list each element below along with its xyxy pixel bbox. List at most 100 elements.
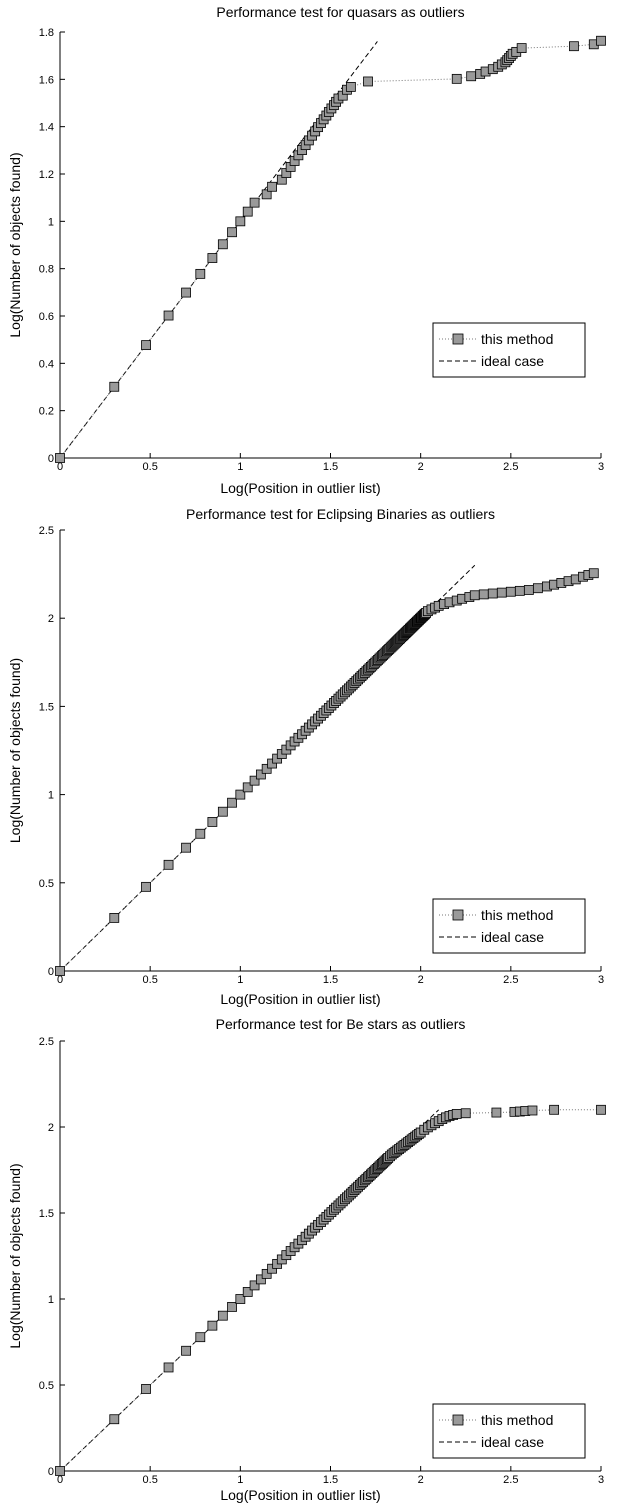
x-axis-label: Log(Position in outlier list) xyxy=(220,1487,380,1503)
data-point xyxy=(207,253,218,263)
data-point xyxy=(527,1105,538,1116)
data-point xyxy=(163,1362,174,1373)
x-tick-label: 1 xyxy=(237,1474,243,1486)
data-point xyxy=(516,43,527,53)
y-tick-label: 1.5 xyxy=(39,1208,54,1220)
x-tick-label: 0 xyxy=(57,974,63,986)
data-point xyxy=(491,1107,502,1118)
y-tick-label: 2.5 xyxy=(39,1036,54,1048)
x-tick-label: 2 xyxy=(418,1474,424,1486)
data-point xyxy=(109,913,120,923)
y-tick-label: 0 xyxy=(48,966,54,978)
data-point xyxy=(514,585,525,596)
legend-box xyxy=(432,1403,586,1459)
x-tick-label: 2.5 xyxy=(503,461,518,473)
legend-method-marker xyxy=(452,333,464,345)
y-axis-label: Log(Number of objects found) xyxy=(7,152,23,337)
x-tick-label: 3 xyxy=(598,1474,604,1486)
data-point xyxy=(249,197,260,208)
data-point xyxy=(549,1104,560,1115)
y-tick-label: 1 xyxy=(48,216,54,228)
y-tick-label: 0.5 xyxy=(39,878,54,890)
data-point xyxy=(55,966,65,976)
x-tick-label: 3 xyxy=(598,974,604,986)
data-point xyxy=(255,769,266,780)
y-tick-label: 2.5 xyxy=(39,525,54,537)
legend-label-this-method: this method xyxy=(481,907,553,923)
y-tick-label: 0 xyxy=(48,453,54,465)
data-point xyxy=(227,1302,237,1312)
data-point xyxy=(207,1320,218,1331)
data-point xyxy=(523,585,534,595)
chart-title: Performance test for quasars as outliers xyxy=(216,4,464,20)
legend-label-this-method: this method xyxy=(481,1412,553,1428)
data-point xyxy=(207,817,218,827)
data-point xyxy=(163,310,174,321)
data-point xyxy=(569,41,579,52)
y-tick-label: 1 xyxy=(48,1294,54,1306)
data-point xyxy=(217,1310,228,1321)
data-point xyxy=(363,76,373,87)
x-tick-label: 0.5 xyxy=(143,461,158,473)
data-point xyxy=(141,881,151,892)
x-tick-label: 0.5 xyxy=(143,1474,158,1486)
y-tick-label: 2 xyxy=(48,613,54,625)
data-point xyxy=(261,1268,272,1279)
x-tick-label: 0.5 xyxy=(143,974,158,986)
x-tick-label: 2 xyxy=(418,461,424,473)
x-tick-label: 1.5 xyxy=(323,1474,338,1486)
chart-be-stars: 0 0.5 1 1.5 2 2.5 3 0 0.5 1 1.5 2 2.5 Performance tes… xyxy=(7,1016,606,1503)
data-point xyxy=(163,859,174,870)
data-point xyxy=(195,828,206,839)
y-tick-label: 0 xyxy=(48,1466,54,1478)
data-point xyxy=(195,1332,206,1343)
y-axis-label: Log(Number of objects found) xyxy=(7,658,23,843)
data-point xyxy=(505,586,516,597)
data-point xyxy=(261,763,272,774)
data-point xyxy=(235,216,246,227)
data-point xyxy=(249,1280,260,1291)
data-point xyxy=(242,782,253,793)
x-tick-label: 1 xyxy=(237,461,243,473)
y-tick-label: 1.6 xyxy=(39,74,54,86)
data-point xyxy=(255,1274,266,1285)
y-tick-label: 0.5 xyxy=(39,1380,54,1392)
legend-label-this-method: this method xyxy=(481,331,553,347)
chart-quasars: 0 0.5 1 1.5 2 2.5 3 0 0.2 0.4 0.6 0.8 1 1.2 1.4 1.6 1.8 P… xyxy=(7,4,606,496)
data-point xyxy=(261,189,272,200)
data-point xyxy=(242,1287,253,1297)
data-point xyxy=(181,287,191,298)
data-point xyxy=(55,453,65,463)
y-tick-label: 1.4 xyxy=(39,122,54,134)
x-tick-label: 2 xyxy=(418,974,424,986)
data-point xyxy=(227,227,237,238)
y-tick-label: 0.6 xyxy=(39,311,54,323)
chart-title: Performance test for Eclipsing Binaries … xyxy=(186,506,495,522)
y-axis-label: Log(Number of objects found) xyxy=(7,1163,23,1348)
data-point xyxy=(596,35,606,46)
chart-eclipsing-binaries: 0 0.5 1 1.5 2 2.5 3 0 0.5 1 1.5 2 2.5 Performance tes… xyxy=(7,506,604,1007)
data-point xyxy=(469,590,480,601)
x-axis-label: Log(Position in outlier list) xyxy=(220,991,380,1007)
data-point xyxy=(217,806,228,817)
data-point xyxy=(181,842,191,853)
y-tick-label: 1.2 xyxy=(39,169,54,181)
data-point xyxy=(109,1414,120,1425)
data-point xyxy=(217,239,228,250)
y-tick-label: 1.5 xyxy=(39,701,54,713)
y-tick-label: 1 xyxy=(48,790,54,802)
data-point xyxy=(478,589,489,600)
legend-label-ideal-case: ideal case xyxy=(481,1434,544,1450)
data-point xyxy=(532,583,543,594)
x-tick-label: 1.5 xyxy=(323,974,338,986)
legend-method-marker xyxy=(452,1414,464,1426)
data-point xyxy=(109,381,120,392)
data-point xyxy=(596,1104,606,1115)
data-point xyxy=(267,758,277,769)
legend-box xyxy=(432,322,586,378)
data-point xyxy=(227,797,237,808)
data-point xyxy=(249,775,260,786)
data-point xyxy=(181,1345,191,1356)
x-tick-label: 2.5 xyxy=(503,974,518,986)
